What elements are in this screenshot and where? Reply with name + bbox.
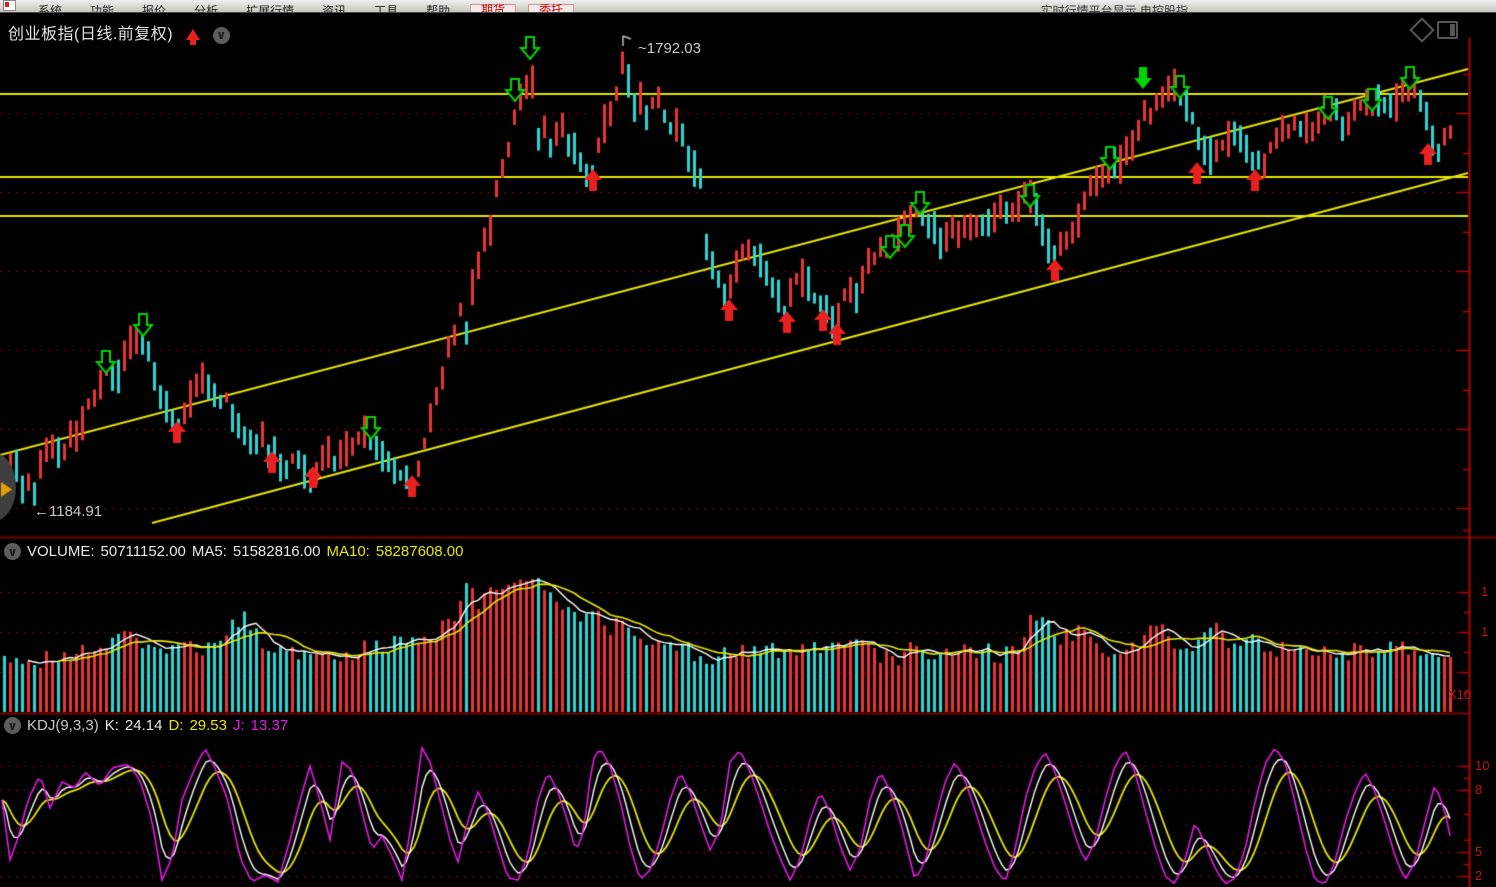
menu-right-text: 实时行情平台显示 电控股指 [1040, 4, 1188, 13]
up-arrow-icon [186, 29, 201, 45]
volume-ma10-label: MA10: [326, 543, 370, 560]
kdj-d-value: 29.53 [189, 717, 227, 734]
kdj-header: ∨ KDJ(9,3,3) K: 24.14 D: 29.53 J: 13.37 [4, 717, 288, 734]
collapse-kdj-chevron-icon[interactable]: ∨ [4, 717, 21, 734]
menu-item-info[interactable]: 资讯 [322, 4, 347, 13]
menu-item-quote[interactable]: 报价 [142, 4, 167, 13]
collapse-main-chevron-icon[interactable]: ∨ [213, 26, 231, 44]
menu-item-trade[interactable]: 委托 [528, 4, 575, 12]
menu-item-tools[interactable]: 工具 [374, 4, 399, 13]
kdj-d-label: D: [168, 717, 184, 734]
kdj-name: KDJ(9,3,3) [27, 717, 99, 734]
app-icon [3, 0, 16, 11]
kdj-axis-label: 2 [1475, 868, 1483, 883]
page-title: 创业板指(日线.前复权) [8, 26, 174, 43]
kdj-axis-label: 5 [1475, 844, 1483, 859]
kdj-j-label: J: [232, 717, 245, 734]
menu-item-system[interactable]: 系统 [38, 4, 63, 13]
menu-item-function[interactable]: 功能 [90, 4, 115, 13]
volume-ma5-label: MA5: [191, 543, 227, 560]
volume-axis-label: 1 [1481, 624, 1489, 639]
panel-layout-icon[interactable] [1437, 21, 1458, 39]
kdj-j-value: 13.37 [250, 717, 289, 734]
collapse-volume-chevron-icon[interactable]: ∨ [4, 543, 21, 560]
menu-item-futures[interactable]: 期货 [470, 4, 517, 12]
chart-title-row: 创业板指(日线.前复权) ∨ [8, 20, 231, 45]
volume-ma5-value: 51582816.00 [232, 543, 321, 560]
volume-value: 50711152.00 [100, 543, 186, 560]
volume-header: ∨ VOLUME: 50711152.00 MA5: 51582816.00 M… [4, 543, 463, 560]
kdj-k-value: 24.14 [124, 717, 163, 734]
menu-item-analysis[interactable]: 分析 [194, 4, 219, 13]
low-price-label: ←1184.91 [34, 503, 103, 520]
kdj-axis-label: 8 [1475, 782, 1483, 797]
volume-ma10-value: 58287608.00 [375, 543, 464, 560]
volume-scale-label: X10 [1448, 687, 1472, 702]
menu-item-extended[interactable]: 扩展行情 [246, 4, 295, 13]
volume-label: VOLUME: [27, 543, 95, 560]
kdj-axis-label: 10 [1475, 758, 1490, 773]
menu-item-help[interactable]: 帮助 [426, 4, 451, 13]
menu-bar: 系统 功能 报价 分析 扩展行情 资讯 工具 帮助 期货 委托 实时行情平台显示… [0, 0, 1496, 13]
kdj-k-label: K: [104, 717, 119, 734]
volume-axis-label: 1 [1481, 584, 1489, 599]
high-price-label: ~1792.03 [638, 40, 701, 57]
